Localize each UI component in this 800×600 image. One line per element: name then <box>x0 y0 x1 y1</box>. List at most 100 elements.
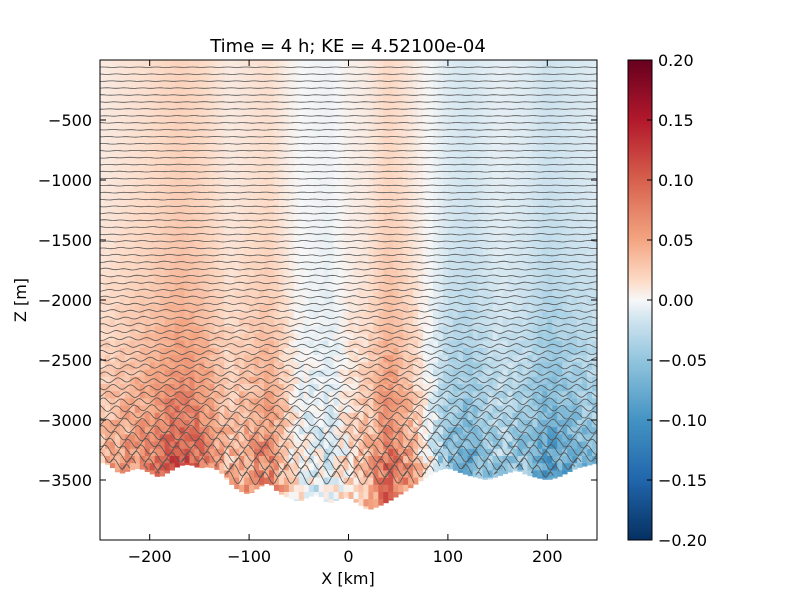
velocity-cell <box>492 175 498 183</box>
velocity-cell <box>492 204 498 212</box>
velocity-cell <box>442 254 449 262</box>
velocity-cell <box>144 276 151 284</box>
velocity-cell <box>114 247 121 255</box>
velocity-cell <box>398 204 404 212</box>
velocity-cell <box>224 427 230 435</box>
velocity-cell <box>383 398 389 406</box>
velocity-cell <box>179 463 185 466</box>
velocity-cell <box>477 247 484 255</box>
velocity-cell <box>259 182 265 190</box>
velocity-cell <box>104 412 111 421</box>
velocity-cell <box>492 103 498 111</box>
velocity-cell <box>333 103 339 111</box>
velocity-cell <box>353 290 359 298</box>
velocity-cell <box>124 405 131 414</box>
velocity-cell <box>393 391 399 399</box>
velocity-cell <box>129 175 136 183</box>
velocity-cell <box>104 182 111 190</box>
velocity-cell <box>104 232 111 241</box>
velocity-cell <box>129 117 136 126</box>
velocity-cell <box>437 240 444 248</box>
velocity-cell <box>403 204 409 212</box>
velocity-cell <box>139 420 146 428</box>
velocity-cell <box>283 117 290 126</box>
velocity-cell <box>204 225 210 234</box>
velocity-cell <box>437 362 444 370</box>
velocity-cell <box>204 420 210 428</box>
velocity-cell <box>273 103 280 111</box>
velocity-cell <box>264 441 270 450</box>
velocity-cell <box>139 369 146 378</box>
velocity-cell <box>432 290 439 298</box>
velocity-cell <box>432 333 439 342</box>
velocity-cell <box>378 247 384 255</box>
velocity-cell <box>234 369 240 378</box>
velocity-cell <box>408 96 414 104</box>
velocity-cell <box>100 297 106 306</box>
velocity-cell <box>363 240 369 248</box>
velocity-cell <box>214 240 220 248</box>
velocity-cell <box>413 448 419 457</box>
velocity-cell <box>323 103 330 111</box>
velocity-cell <box>408 88 414 97</box>
velocity-cell <box>437 312 444 320</box>
velocity-cell <box>159 74 166 82</box>
velocity-cell <box>512 297 518 306</box>
velocity-cell <box>209 384 215 392</box>
velocity-cell <box>413 268 419 277</box>
velocity-cell <box>492 448 498 457</box>
velocity-cell <box>134 362 141 370</box>
velocity-cell <box>174 398 180 406</box>
velocity-cell <box>293 297 300 306</box>
velocity-cell <box>114 362 121 370</box>
velocity-cell <box>254 312 260 320</box>
velocity-cell <box>249 470 255 478</box>
velocity-cell <box>124 398 131 406</box>
velocity-cell <box>234 247 240 255</box>
velocity-cell <box>373 506 379 508</box>
velocity-cell <box>447 434 454 442</box>
velocity-cell <box>343 189 349 198</box>
velocity-cell <box>268 384 275 392</box>
velocity-cell <box>467 441 474 450</box>
velocity-cell <box>343 88 349 97</box>
velocity-cell <box>318 240 325 248</box>
velocity-cell <box>194 268 200 277</box>
velocity-cell <box>398 175 404 183</box>
velocity-cell <box>164 463 170 471</box>
velocity-cell <box>482 218 489 226</box>
velocity-cell <box>209 297 215 306</box>
velocity-cell <box>139 247 146 255</box>
velocity-cell <box>487 81 494 90</box>
velocity-cell <box>313 261 320 270</box>
velocity-cell <box>497 412 503 421</box>
velocity-cell <box>149 261 156 270</box>
velocity-cell <box>368 117 374 126</box>
velocity-cell <box>229 441 235 450</box>
velocity-cell <box>264 117 270 126</box>
velocity-cell <box>502 319 508 327</box>
velocity-cell <box>109 319 116 327</box>
velocity-cell <box>373 326 379 334</box>
velocity-cell <box>432 348 439 356</box>
velocity-cell <box>109 175 116 183</box>
velocity-cell <box>333 355 339 363</box>
velocity-cell <box>507 283 513 291</box>
velocity-cell <box>477 348 484 356</box>
velocity-cell <box>104 254 111 262</box>
velocity-cell <box>169 240 175 248</box>
velocity-cell <box>413 139 419 147</box>
velocity-cell <box>343 448 349 457</box>
velocity-cell <box>204 132 210 140</box>
velocity-cell <box>482 348 489 356</box>
velocity-cell <box>308 110 315 118</box>
velocity-cell <box>403 153 409 162</box>
velocity-cell <box>343 348 349 356</box>
velocity-cell <box>194 405 200 414</box>
velocity-cell <box>264 369 270 378</box>
velocity-cell <box>209 290 215 298</box>
velocity-cell <box>184 139 190 147</box>
velocity-cell <box>254 218 260 226</box>
velocity-cell <box>273 276 280 284</box>
velocity-cell <box>114 146 121 154</box>
